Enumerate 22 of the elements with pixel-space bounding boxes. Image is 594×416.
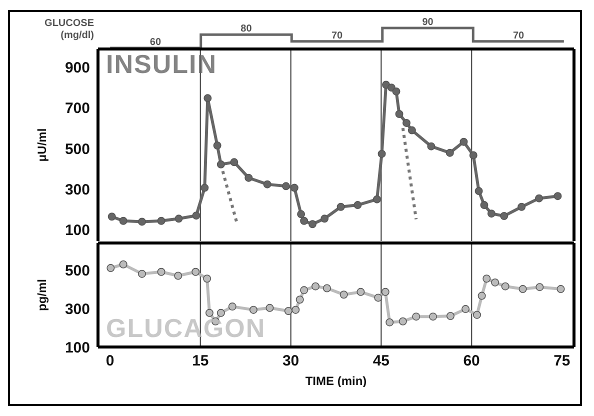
y-tick-label: 100 — [64, 222, 90, 240]
y-tick-label: 500 — [64, 262, 90, 280]
text: 80 — [240, 24, 252, 35]
y-tick-label: 500 — [64, 140, 90, 158]
x-tick-label: 0 — [106, 352, 114, 370]
text: 90 — [422, 17, 434, 28]
x-tick-label: 30 — [282, 352, 300, 370]
x-tick-label: 60 — [463, 352, 480, 370]
text: GLUCOSE (mg/dl) — [44, 18, 94, 41]
text: 70 — [331, 30, 343, 42]
y-tick-label: 900 — [64, 60, 90, 77]
text: 70 — [512, 30, 525, 42]
y-tick-label: 700 — [64, 100, 90, 118]
y-tick-label: 300 — [64, 300, 90, 318]
y-tick-label: 100 — [64, 339, 90, 356]
x-tick-label: 75 — [554, 352, 570, 370]
y-axis-title: pg/ml — [35, 279, 49, 311]
x-tick-label: 45 — [372, 352, 390, 370]
x-tick-label: 15 — [192, 352, 209, 370]
y-axis-title: μU/ml — [35, 128, 49, 162]
y-tick-label: 300 — [64, 182, 90, 199]
text: 60 — [150, 37, 162, 48]
